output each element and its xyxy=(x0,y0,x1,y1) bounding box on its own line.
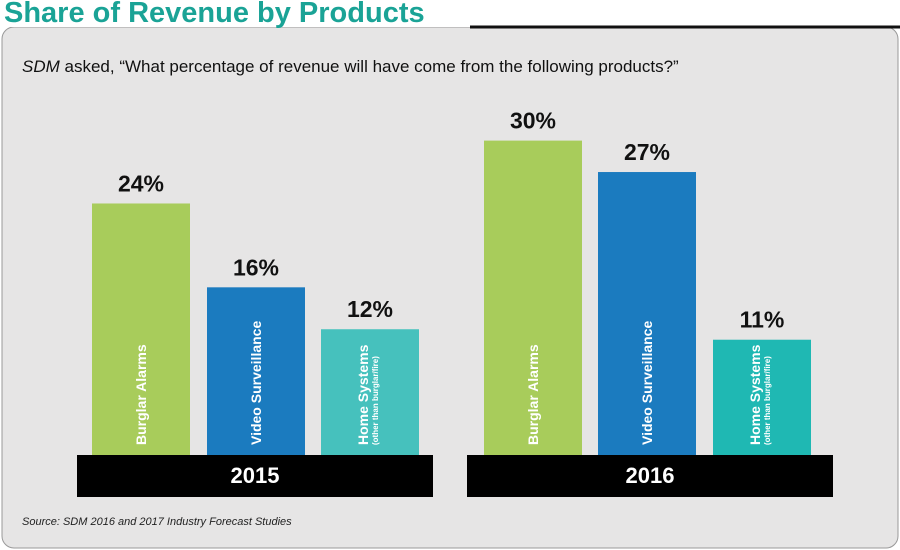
bar xyxy=(207,287,305,455)
group-label: 2015 xyxy=(231,463,280,488)
title-bg xyxy=(0,0,900,27)
category-note: (other than burglar/fire) xyxy=(763,356,772,445)
group-band xyxy=(467,455,833,497)
bar xyxy=(598,172,696,456)
value-label: 27% xyxy=(624,139,670,165)
category-label: Home Systems xyxy=(355,344,371,445)
bar xyxy=(92,203,190,455)
value-label: 24% xyxy=(118,170,164,196)
category-note: (other than burglar/fire) xyxy=(371,356,380,445)
category-label: Burglar Alarms xyxy=(133,344,149,445)
subtitle-text: asked, “What percentage of revenue will … xyxy=(65,57,680,76)
bar xyxy=(484,140,582,455)
category-label: Home Systems xyxy=(747,344,763,445)
value-label: 16% xyxy=(233,254,279,280)
value-label: 11% xyxy=(740,307,785,333)
category-label: Video Surveillance xyxy=(639,321,655,445)
subtitle-em: SDM xyxy=(22,57,61,76)
group-label: 2016 xyxy=(626,463,675,488)
source: Source: SDM 2016 and 2017 Industry Forec… xyxy=(22,516,292,528)
category-label: Video Surveillance xyxy=(248,321,264,445)
value-label: 30% xyxy=(510,108,556,134)
subtitle: SDM asked, “What percentage of revenue w… xyxy=(22,57,679,76)
group-band xyxy=(77,455,433,497)
bar xyxy=(321,329,419,455)
value-label: 12% xyxy=(347,296,393,322)
category-label: Burglar Alarms xyxy=(525,344,541,445)
chart-title: Share of Revenue by Products xyxy=(4,0,425,29)
bar xyxy=(713,339,811,455)
